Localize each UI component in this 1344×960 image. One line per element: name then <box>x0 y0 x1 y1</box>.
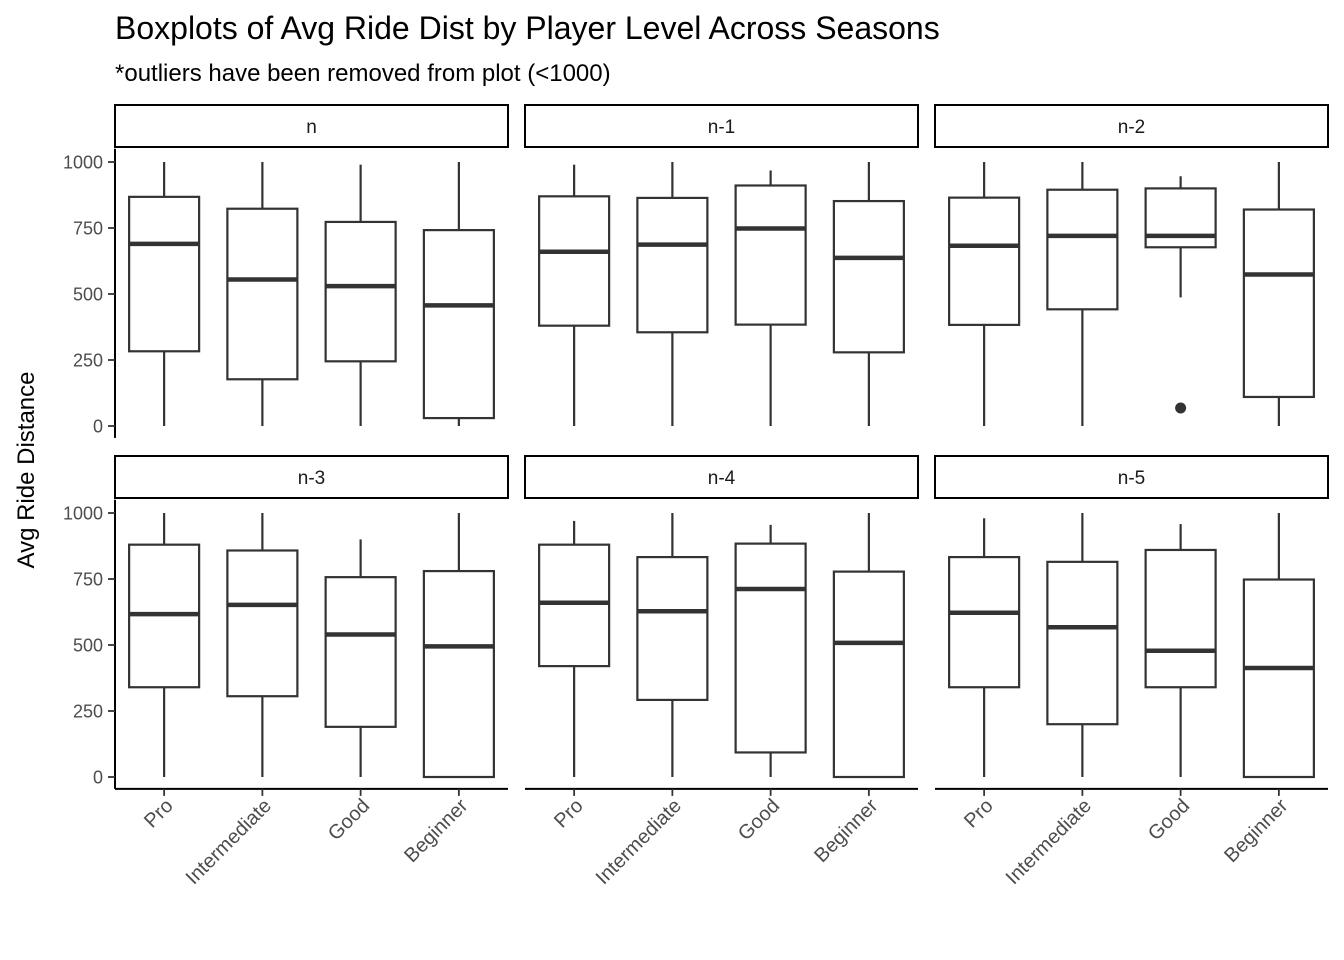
box-intermediate <box>1046 162 1119 426</box>
x-tick-label: Pro <box>960 795 998 833</box>
box-pro <box>538 520 611 777</box>
box-iqr <box>128 195 201 353</box>
facet-strip <box>114 455 509 499</box>
y-tick-label: 250 <box>73 351 103 371</box>
y-tick-label: 500 <box>73 636 103 656</box>
y-axis-label: Avg Ride Distance <box>13 372 40 569</box>
box-intermediate <box>636 162 709 426</box>
facet-panel-n-3: n-3 0 250 500 750 1000 Pro Intermediate Good Begi… <box>63 455 509 889</box>
x-tick-label: Good <box>734 795 784 845</box>
chart-subtitle: *outliers have been removed from plot (<… <box>115 60 611 87</box>
box-iqr <box>832 570 905 779</box>
x-tick-label: Intermediate <box>1002 795 1096 889</box>
x-tick-label: Pro <box>550 795 588 833</box>
x-tick-label: Pro <box>140 795 178 833</box>
box-iqr <box>324 576 397 728</box>
box-iqr <box>734 542 807 754</box>
x-tick-label: Good <box>1144 795 1194 845</box>
facet-panel-n-4: n-4 Pro Intermediate Good Beginner <box>524 455 919 889</box>
box-pro <box>948 162 1021 426</box>
facet-panel-n-1: n-1 <box>524 104 919 426</box>
box-intermediate <box>226 513 299 777</box>
box-iqr <box>226 549 299 698</box>
facet-strip <box>524 104 919 148</box>
y-tick-label: 750 <box>73 570 103 590</box>
facet-panel-n-5: n-5 Pro Intermediate Good Beginner <box>934 455 1329 889</box>
facet-panel-n: n 0 250 500 750 1000 <box>63 104 509 438</box>
facet-strip <box>524 455 919 499</box>
x-tick-label: Good <box>324 795 374 845</box>
box-iqr <box>422 229 495 420</box>
box-intermediate <box>226 162 299 426</box>
facet-strip-label: n-4 <box>708 468 736 489</box>
facet-strip-label: n-1 <box>708 117 735 138</box>
facet-strip-label: n <box>306 117 317 138</box>
box-iqr <box>1144 187 1217 249</box>
x-tick-label: Intermediate <box>182 795 276 889</box>
box-beginner <box>1242 162 1315 426</box>
facet-strip-label: n-3 <box>298 468 325 489</box>
y-tick-label: 0 <box>93 768 103 788</box>
facet-strip <box>114 104 509 148</box>
y-tick-label: 500 <box>73 285 103 305</box>
y-tick-label: 0 <box>93 417 103 437</box>
box-iqr <box>1242 208 1315 399</box>
y-tick-label: 250 <box>73 702 103 722</box>
box-iqr <box>1046 560 1119 726</box>
box-intermediate <box>1046 513 1119 777</box>
facet-strip-label: n-5 <box>1118 468 1145 489</box>
facet-strip <box>934 104 1329 148</box>
box-iqr <box>422 569 495 779</box>
facet-panels: n 0 250 500 750 1000 n-1 n-2 n-3 0 250 500 750 1000 Pr… <box>63 104 1329 889</box>
box-pro <box>128 162 201 426</box>
box-beginner <box>1242 513 1315 779</box>
box-iqr <box>1046 188 1119 311</box>
box-iqr <box>948 196 1021 326</box>
box-beginner <box>422 513 495 779</box>
box-good <box>324 539 397 777</box>
y-tick-label: 1000 <box>63 504 103 524</box>
y-tick-label: 750 <box>73 219 103 239</box>
box-pro <box>948 518 1021 777</box>
box-good <box>734 170 807 426</box>
facet-strip <box>934 455 1329 499</box>
box-iqr <box>636 555 709 702</box>
box-iqr <box>948 555 1021 689</box>
box-iqr <box>734 184 807 326</box>
box-iqr <box>226 207 299 381</box>
chart-title: Boxplots of Avg Ride Dist by Player Leve… <box>115 10 940 46</box>
x-tick-label: Beginner <box>1220 795 1292 867</box>
x-tick-label: Intermediate <box>592 795 686 889</box>
x-tick-label: Beginner <box>810 795 882 867</box>
box-beginner <box>422 162 495 426</box>
box-pro <box>128 513 201 777</box>
box-iqr <box>324 220 397 363</box>
box-good <box>1144 524 1217 777</box>
box-iqr <box>636 196 709 334</box>
x-tick-label: Beginner <box>400 795 472 867</box>
facet-strip-label: n-2 <box>1118 117 1145 138</box>
box-good <box>734 524 807 777</box>
box-beginner <box>832 162 905 426</box>
box-beginner <box>832 513 905 779</box>
box-iqr <box>538 195 611 327</box>
facet-panel-n-2: n-2 <box>934 104 1329 426</box>
box-iqr <box>538 543 611 668</box>
box-good <box>1144 176 1217 298</box>
outlier-point <box>1175 402 1187 414</box>
box-iqr <box>1242 578 1315 779</box>
box-iqr <box>1144 548 1217 689</box>
box-good <box>324 164 397 426</box>
y-tick-label: 1000 <box>63 153 103 173</box>
box-pro <box>538 164 611 426</box>
box-intermediate <box>636 513 709 777</box>
box-iqr <box>832 199 905 354</box>
